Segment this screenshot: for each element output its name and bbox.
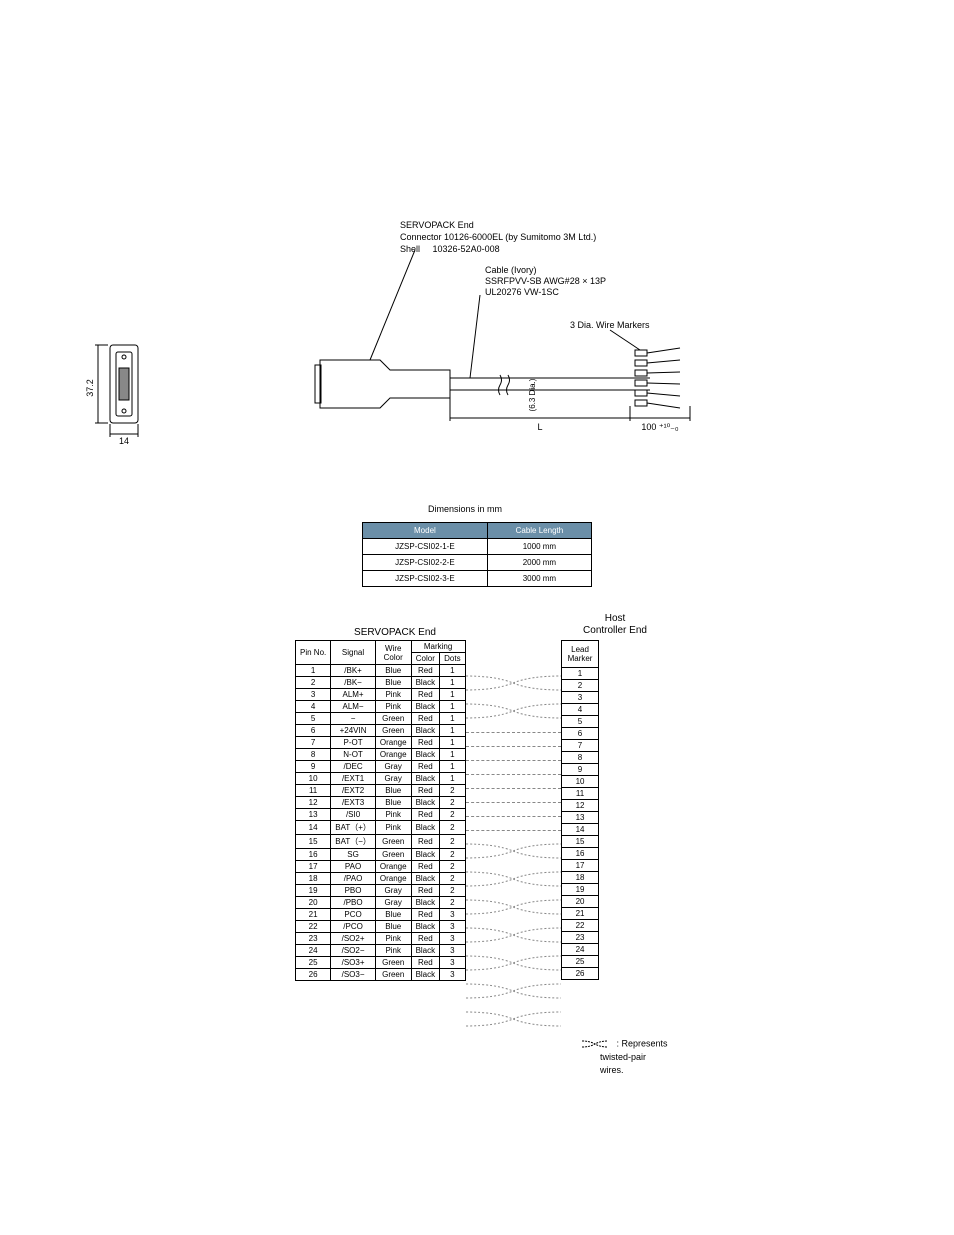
table-row: 1 — [561, 668, 599, 680]
table-row: 17PAOOrangeRed2 — [296, 861, 466, 873]
table-row: 14 — [561, 824, 599, 836]
table-row: 26/SO3−GreenBlack3 — [296, 969, 466, 981]
table-row: 22/PCOBlueBlack3 — [296, 921, 466, 933]
svg-text:37.2: 37.2 — [85, 379, 95, 397]
table-row: 7P-OTOrangeRed1 — [296, 737, 466, 749]
svg-text:100 ⁺¹⁰₋₀: 100 ⁺¹⁰₋₀ — [641, 422, 679, 432]
table-row: 9/DECGrayRed1 — [296, 761, 466, 773]
servopack-end-title: SERVOPACK End — [295, 627, 495, 638]
table-row: 6+24VINGreenBlack1 — [296, 725, 466, 737]
table-row: 2/BK−BlueBlack1 — [296, 677, 466, 689]
lead-marker-table: LeadMarker 12345678910111213141516171819… — [561, 640, 600, 980]
table-row: 23/SO2+PinkRed3 — [296, 933, 466, 945]
svg-text:L: L — [537, 422, 542, 432]
table-row: 3ALM+PinkRed1 — [296, 689, 466, 701]
table-row: 11 — [561, 788, 599, 800]
connector-svg: 37.2 14 — [240, 220, 840, 470]
table-row: 4ALM−PinkBlack1 — [296, 701, 466, 713]
table-row: 16 — [561, 848, 599, 860]
dimensions-caption: Dimensions in mm — [240, 504, 690, 514]
table-row: 25 — [561, 956, 599, 968]
svg-text:14: 14 — [119, 436, 129, 446]
table-row: 18/PAOOrangeBlack2 — [296, 873, 466, 885]
table-row: 24 — [561, 944, 599, 956]
table-row: 12/EXT3BlueBlack2 — [296, 797, 466, 809]
table-row: 15BAT（−）GreenRed2 — [296, 835, 466, 849]
table-row: 16SGGreenBlack2 — [296, 849, 466, 861]
table-row: 15 — [561, 836, 599, 848]
table-row: 6 — [561, 728, 599, 740]
table-row: 13 — [561, 812, 599, 824]
table-row: 25/SO3+GreenRed3 — [296, 957, 466, 969]
wiring-diagram-column — [466, 640, 561, 1033]
table-row: 24/SO2−PinkBlack3 — [296, 945, 466, 957]
host-controller-title: Host Controller End — [575, 613, 655, 637]
svg-text:(6.3 Dia.): (6.3 Dia.) — [528, 378, 537, 411]
table-row: 20/PBOGrayBlack2 — [296, 897, 466, 909]
twisted-pair-icon — [580, 1037, 610, 1051]
table-row: 7 — [561, 740, 599, 752]
table-row: 4 — [561, 704, 599, 716]
table-row: 2 — [561, 680, 599, 692]
table-row: 26 — [561, 968, 599, 980]
pin-table: Pin No. Signal WireColor Marking Color D… — [295, 640, 466, 981]
table-row: 19 — [561, 884, 599, 896]
table-row: 17 — [561, 860, 599, 872]
table-row: 23 — [561, 932, 599, 944]
table-row: 5−GreenRed1 — [296, 713, 466, 725]
table-row: 18 — [561, 872, 599, 884]
model-table: ModelCable Length JZSP-CSI02-1-E1000 mmJ… — [362, 522, 592, 587]
table-row: 10/EXT1GrayBlack1 — [296, 773, 466, 785]
table-row: 11/EXT2BlueRed2 — [296, 785, 466, 797]
table-row: 21PCOBlueRed3 — [296, 909, 466, 921]
table-row: 9 — [561, 764, 599, 776]
table-row: 1/BK+BlueRed1 — [296, 665, 466, 677]
table-row: 20 — [561, 896, 599, 908]
table-row: 21 — [561, 908, 599, 920]
cable-diagram: SERVOPACK End Connector 10126-6000EL (by… — [240, 220, 840, 500]
table-row: 10 — [561, 776, 599, 788]
table-row: 14BAT（+）PinkBlack2 — [296, 821, 466, 835]
table-row: 12 — [561, 800, 599, 812]
table-row: 22 — [561, 920, 599, 932]
table-row: 13/SI0PinkRed2 — [296, 809, 466, 821]
table-row: 3 — [561, 692, 599, 704]
table-row: 19PBOGrayRed2 — [296, 885, 466, 897]
twisted-pair-note: : Represents twisted-pair wires. — [580, 1037, 934, 1076]
table-row: 5 — [561, 716, 599, 728]
table-row: 8 — [561, 752, 599, 764]
table-row: 8N-OTOrangeBlack1 — [296, 749, 466, 761]
